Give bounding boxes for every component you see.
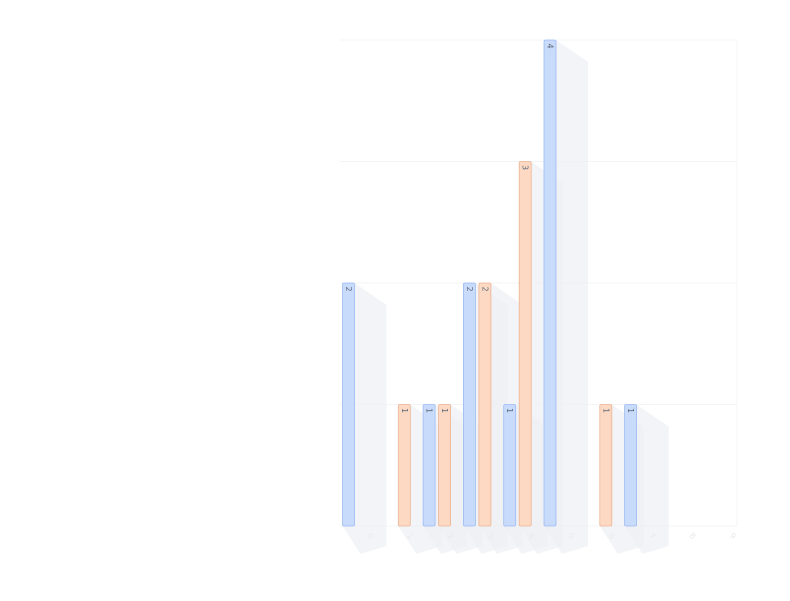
bar [422, 404, 436, 527]
bar [438, 404, 452, 527]
bar [462, 282, 476, 527]
bar [397, 404, 411, 527]
bar [478, 282, 492, 527]
x-tick-label: 8 [687, 531, 697, 541]
bar-value-label: 1 [505, 408, 514, 413]
x-tick-label: 6 [607, 531, 617, 541]
bar-value-label: 1 [425, 408, 434, 413]
bar-value-label: 1 [440, 408, 449, 413]
bar-value-label: 4 [546, 43, 555, 48]
x-tick-label: 0 [365, 531, 375, 541]
bar-value-label: 2 [480, 286, 489, 291]
bar-value-label: 1 [626, 408, 635, 413]
bar-value-label: 3 [521, 165, 530, 170]
x-tick-label: 7 [647, 531, 657, 541]
bar [599, 404, 613, 527]
bar [543, 39, 557, 527]
x-tick-label: 1 [405, 531, 415, 541]
x-tick-label: 5 [567, 531, 577, 541]
bar-value-label: 2 [465, 286, 474, 291]
value-labels: 2 1 2 1 4 1 1 1 2 3 1 [344, 43, 635, 413]
bar-value-label: 1 [601, 408, 610, 413]
bar-value-label: 1 [400, 408, 409, 413]
x-tick-label: 3 [486, 531, 496, 541]
x-tick-label: 4 [526, 531, 536, 541]
bar [518, 161, 532, 527]
x-tick-label: 2 [446, 531, 456, 541]
bars [342, 39, 637, 527]
bar [503, 404, 517, 527]
bar [624, 404, 637, 527]
bar-value-label: 2 [344, 286, 353, 291]
bar [342, 282, 355, 527]
x-tick-label: 9 [728, 531, 738, 541]
x-axis-ticks: 0 1 2 3 4 5 6 7 8 9 [365, 531, 738, 541]
